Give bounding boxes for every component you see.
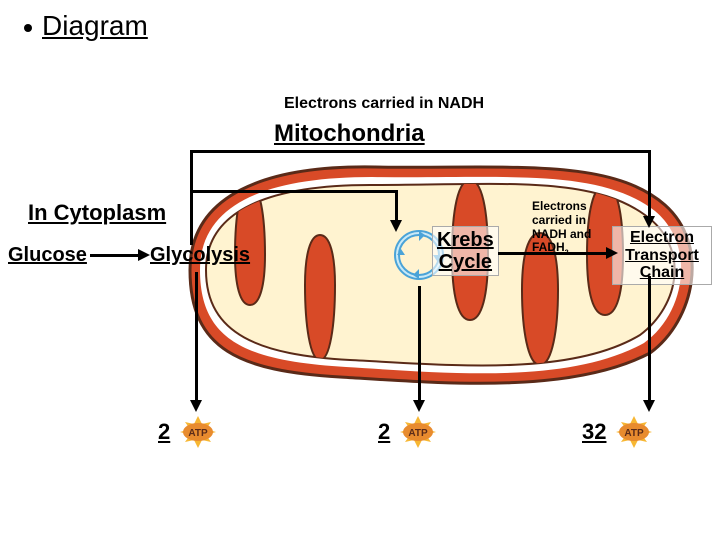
arrow-atp3 (648, 276, 651, 402)
arrow-nadh-down (648, 150, 651, 220)
atp-count-krebs: 2 (378, 419, 390, 445)
nadh-top-label: Electrons carried in NADH (284, 95, 484, 113)
atp-group-glycolysis: 2 ATP (158, 414, 220, 450)
nadh-fadh-text: Electrons carried in NADH and FADH (532, 199, 591, 254)
krebs-label: KrebsCycle (432, 226, 499, 276)
arrowhead-atp3 (643, 400, 655, 412)
arrowhead-atp2 (413, 400, 425, 412)
atp-group-krebs: 2 ATP (378, 414, 440, 450)
arrow-atp2 (418, 286, 421, 402)
arrowhead-krebs-etc (606, 247, 618, 259)
arrow-glyc-krebs-h (190, 190, 395, 193)
svg-text:ATP: ATP (409, 428, 429, 439)
etc-text: Electron Transport Chain (625, 229, 699, 281)
bullet-icon (24, 24, 32, 32)
glucose-label: Glucose (8, 244, 87, 267)
mitochondria-label: Mitochondria (274, 120, 425, 148)
arrow-glyc-krebs-down (395, 190, 398, 224)
page-title: Diagram (24, 10, 148, 42)
arrowhead-nadh (643, 216, 655, 228)
title-text: Diagram (42, 10, 148, 41)
arrow-nadh-h (190, 150, 650, 153)
in-cytoplasm-label: In Cytoplasm (28, 200, 166, 226)
arrowhead-glucose-glycolysis (138, 249, 150, 261)
atp-group-etc: 32 ATP (582, 414, 656, 450)
arrow-glucose-glycolysis (90, 254, 140, 257)
nadh-fadh-label: Electrons carried in NADH and FADH2 (532, 200, 602, 257)
arrow-krebs-etc (498, 252, 610, 255)
atp-count-etc: 32 (582, 419, 606, 445)
svg-text:ATP: ATP (625, 428, 645, 439)
glycolysis-label: Glycolysis (150, 244, 250, 267)
krebs-text: KrebsCycle (437, 229, 494, 273)
arrow-atp1 (195, 272, 198, 402)
svg-text:ATP: ATP (189, 428, 209, 439)
atp-icon: ATP (612, 414, 656, 450)
arrow-glyc-up (190, 190, 193, 245)
arrowhead-glyc-krebs (390, 220, 402, 232)
arrowhead-atp1 (190, 400, 202, 412)
atp-icon: ATP (176, 414, 220, 450)
atp-count-glycolysis: 2 (158, 419, 170, 445)
etc-label: Electron Transport Chain (612, 226, 712, 285)
arrow-nadh-up (190, 150, 193, 192)
atp-icon: ATP (396, 414, 440, 450)
